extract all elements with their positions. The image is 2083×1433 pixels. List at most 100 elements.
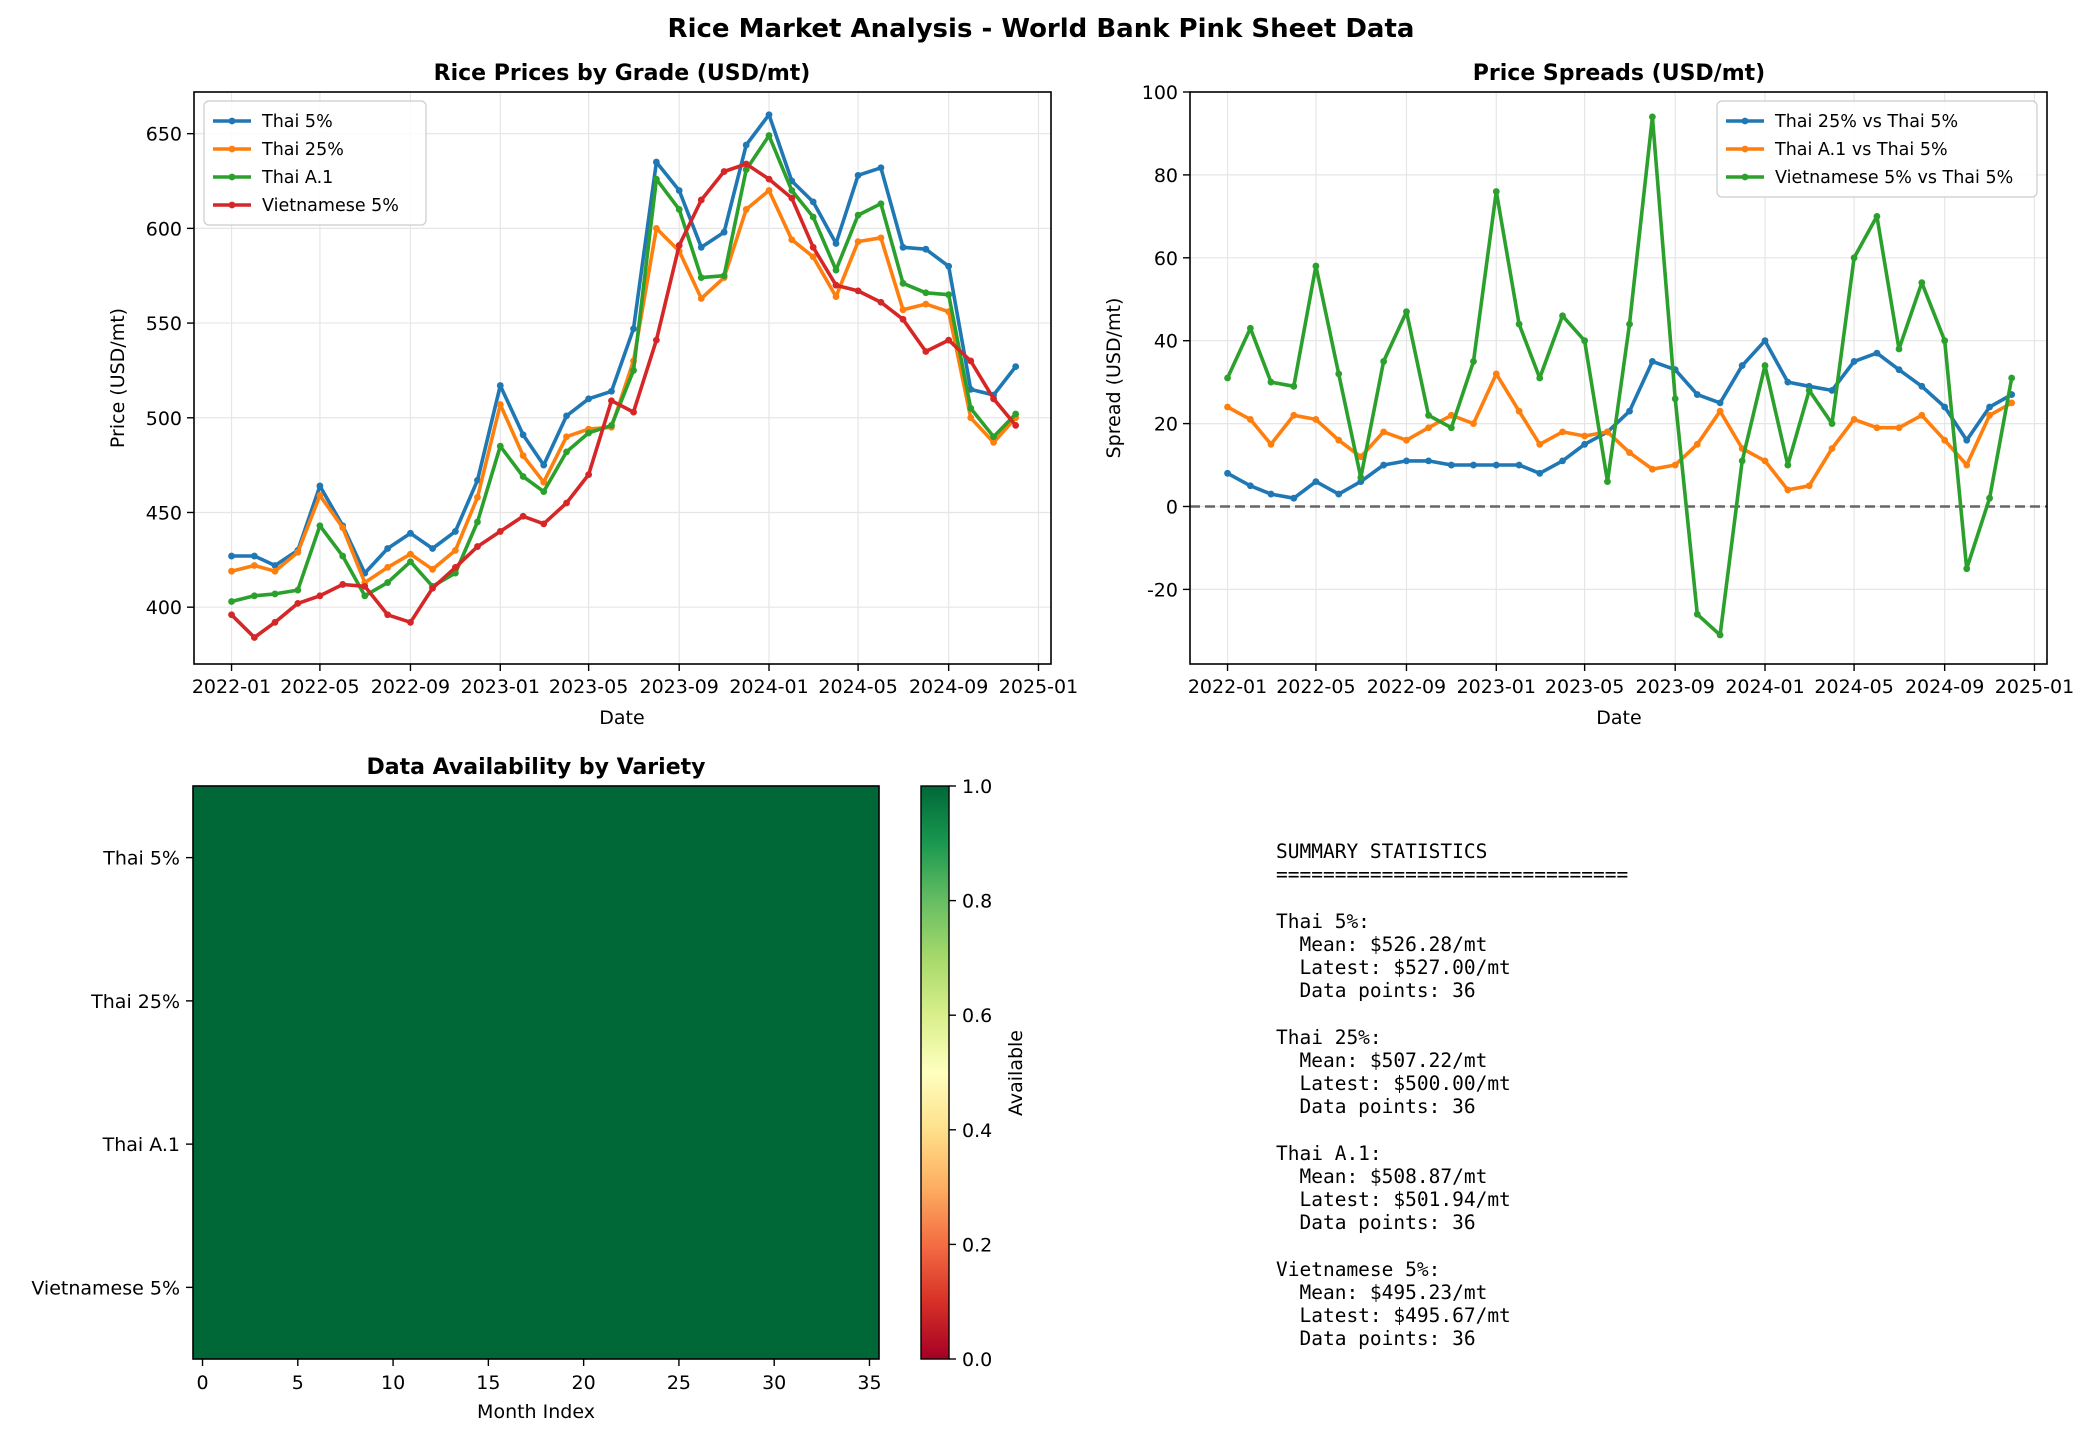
spreads-data-point — [1918, 279, 1926, 287]
prices-data-point — [922, 289, 930, 297]
prices-data-point — [990, 433, 997, 441]
prices-data-point — [519, 431, 527, 439]
spreads-x-tick-label: 2023-09 — [1635, 676, 1714, 698]
spreads-data-point — [1403, 308, 1410, 316]
spreads-data-point — [1492, 370, 1500, 378]
prices-data-point — [451, 528, 459, 535]
prices-y-tick-label: 600 — [146, 218, 182, 240]
prices-x-tick-label: 2022-01 — [192, 676, 271, 698]
spreads-y-tick-label: 100 — [1142, 82, 1178, 104]
spreads-data-point — [1918, 411, 1926, 419]
prices-data-point — [228, 567, 235, 575]
prices-data-point — [519, 512, 527, 520]
spreads-data-point — [1536, 440, 1544, 448]
spreads-series-0 — [1224, 337, 2016, 502]
prices-data-point — [877, 200, 885, 208]
spreads-data-point — [1761, 362, 1769, 369]
spreads-x-tick-label: 2024-05 — [1814, 676, 1893, 698]
prices-legend-label: Thai 5% — [261, 112, 333, 132]
spreads-legend-label: Thai 25% vs Thai 5% — [1774, 112, 1958, 132]
spreads-data-point — [1224, 403, 1231, 411]
spreads-data-point — [1784, 461, 1792, 469]
prices-y-tick-label: 500 — [146, 408, 182, 430]
prices-data-point — [652, 158, 660, 166]
spreads-data-point — [1671, 461, 1679, 469]
spreads-data-point — [1963, 565, 1971, 573]
prices-chart-title: Rice Prices by Grade (USD/mt) — [434, 61, 811, 86]
prices-data-point — [563, 433, 570, 441]
prices-data-point — [228, 598, 235, 605]
spreads-data-point — [1805, 387, 1813, 394]
spreads-data-point — [1626, 449, 1633, 457]
prices-data-point — [1012, 363, 1020, 371]
spreads-data-point — [1986, 403, 1993, 411]
prices-data-point — [474, 518, 481, 526]
prices-data-point — [540, 520, 548, 528]
prices-data-point — [945, 336, 953, 344]
prices-data-point — [877, 298, 885, 306]
spreads-series-line — [1226, 338, 2013, 501]
prices-data-point — [608, 397, 615, 405]
prices-data-point — [384, 579, 392, 586]
spreads-legend-marker — [1741, 173, 1749, 181]
summary-statistics: SUMMARY STATISTICS =====================… — [1276, 840, 1629, 1351]
spreads-data-point — [1761, 457, 1769, 465]
spreads-data-point — [1380, 428, 1388, 436]
colorbar: 0.0 0.2 0.4 0.6 0.8 1.0 Available — [920, 776, 1027, 1371]
prices-data-point — [496, 382, 504, 389]
spreads-x-tick-label: 2022-09 — [1367, 676, 1446, 698]
prices-data-point — [832, 266, 840, 274]
prices-data-point — [384, 611, 392, 619]
prices-data-point — [1012, 421, 1020, 429]
prices-data-point — [899, 279, 907, 287]
spreads-x-tick-label: 2025-01 — [1995, 676, 2074, 698]
heatmap-frame — [192, 785, 880, 1360]
spreads-data-point — [1805, 482, 1813, 490]
spreads-y-tick-label: -20 — [1147, 579, 1178, 601]
prices-x-axis-label: Date — [599, 707, 644, 729]
spreads-data-point — [1380, 358, 1388, 365]
spreads-data-point — [1224, 374, 1231, 382]
prices-data-point — [899, 306, 907, 314]
spreads-data-point — [1648, 113, 1656, 121]
prices-data-point — [854, 287, 862, 295]
prices-data-point — [742, 166, 750, 174]
prices-data-point — [429, 584, 436, 592]
prices-data-point — [922, 300, 930, 308]
prices-data-point — [316, 522, 324, 530]
prices-series-line — [231, 133, 1017, 604]
prices-data-point — [854, 171, 862, 179]
prices-data-point — [540, 488, 548, 496]
prices-data-point — [652, 224, 660, 232]
spreads-data-point — [1648, 465, 1656, 473]
spreads-data-point — [1290, 494, 1298, 502]
heatmap-row-label: Vietnamese 5% — [31, 1277, 180, 1299]
prices-y-axis-label: Price (USD/mt) — [107, 308, 129, 448]
prices-data-point — [720, 228, 728, 236]
spreads-data-point — [1986, 411, 1993, 419]
prices-data-point — [742, 160, 750, 168]
prices-data-point — [832, 281, 840, 289]
prices-data-point — [407, 529, 414, 537]
spreads-data-point — [1312, 478, 1320, 486]
spreads-data-point — [1918, 382, 1926, 390]
prices-chart: Rice Prices by Grade (USD/mt) 2022-01 202… — [107, 61, 1078, 729]
spreads-data-point — [1312, 416, 1320, 423]
prices-data-point — [899, 243, 907, 251]
spreads-plot-frame — [1189, 91, 2048, 665]
prices-data-point — [496, 401, 504, 408]
heatmap-row-label: Thai 25% — [90, 991, 180, 1013]
spreads-data-point — [1895, 366, 1903, 374]
spreads-data-point — [1604, 478, 1611, 486]
spreads-data-point — [1425, 424, 1432, 432]
spreads-data-point — [1716, 407, 1724, 415]
prices-data-point — [854, 211, 862, 219]
prices-data-point — [990, 395, 997, 403]
spreads-series-line — [1225, 115, 2014, 637]
prices-data-point — [429, 565, 436, 573]
heatmap-row-cells — [193, 929, 879, 1073]
prices-data-point — [540, 478, 548, 486]
spreads-data-point — [1963, 461, 1971, 469]
prices-data-point — [608, 421, 615, 429]
